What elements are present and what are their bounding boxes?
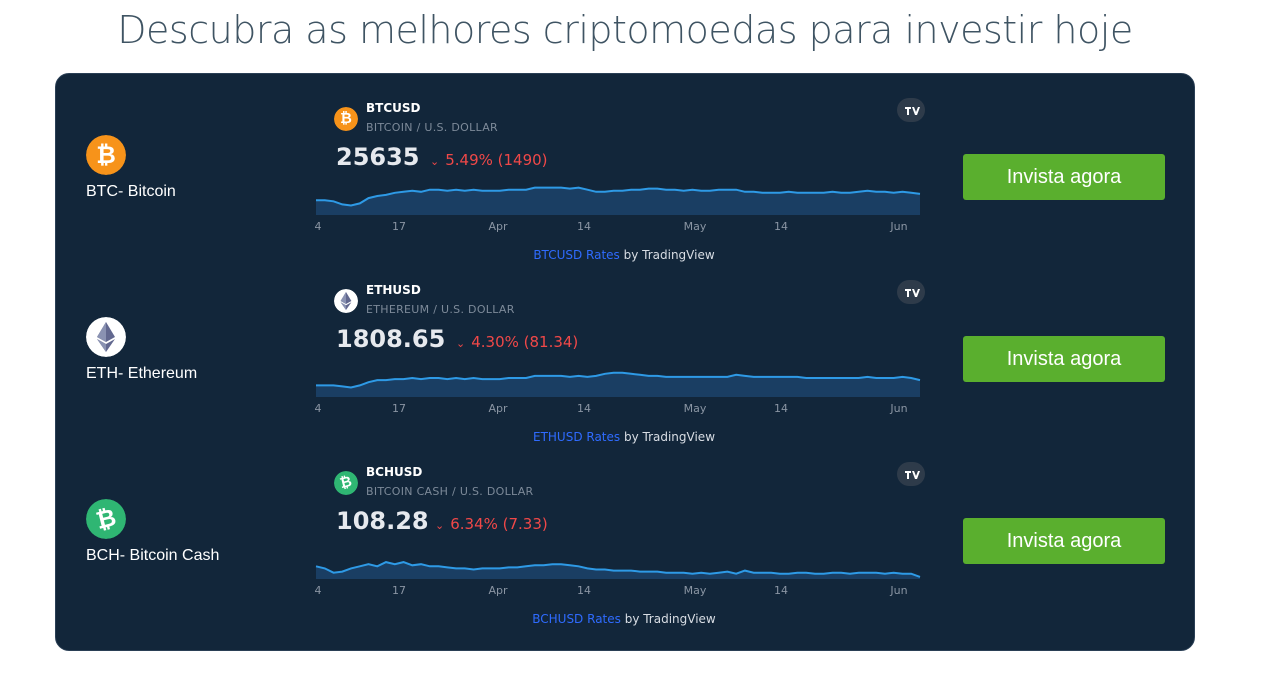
x-tick-label: 17 — [392, 220, 406, 233]
widget-change-value: 6.34% (7.33) — [450, 515, 548, 533]
widget-symbol: BTCUSD — [366, 101, 421, 115]
sparkline-area — [316, 562, 920, 579]
x-axis: 4 17 Apr 14 May 14 Jun — [314, 402, 934, 416]
x-tick-label: 17 — [392, 584, 406, 597]
x-tick-label: May — [683, 584, 707, 597]
widget-price: 1808.65 — [336, 325, 446, 353]
credit-by: by TradingView — [619, 248, 715, 262]
x-tick-label: Jun — [890, 220, 908, 233]
widget-credit: ETHUSD Rates by TradingView — [314, 430, 934, 444]
widget-credit: BTCUSD Rates by TradingView — [314, 248, 934, 262]
x-axis: 4 17 Apr 14 May 14 Jun — [314, 220, 934, 234]
crypto-row: ₿ BTC- Bitcoin ₿ BTCUSD BITCOIN / U.S. D… — [56, 75, 1196, 262]
widget-description: BITCOIN / U.S. DOLLAR — [366, 121, 499, 134]
widget-change: ⌄ 4.30% (81.34) — [456, 333, 578, 351]
crypto-row: ETH- Ethereum ETHUSD ETHEREUM / U.S. DOL… — [56, 257, 1196, 444]
sparkline-chart — [316, 371, 921, 397]
sparkline-chart — [316, 186, 921, 215]
tradingview-logo-icon[interactable] — [897, 280, 925, 304]
x-tick-label: 17 — [392, 402, 406, 415]
coin-name: BCH- Bitcoin Cash — [86, 547, 220, 564]
tradingview-widget[interactable]: ETHUSD ETHEREUM / U.S. DOLLAR 1808.65 ⌄ 4… — [314, 257, 934, 444]
x-tick-label: 4 — [314, 220, 322, 233]
sparkline-area — [316, 372, 920, 397]
invest-now-button[interactable]: Invista agora — [963, 154, 1165, 200]
tradingview-logo-icon[interactable] — [897, 98, 925, 122]
tradingview-widget[interactable]: ₿ BTCUSD BITCOIN / U.S. DOLLAR 25635 ⌄ 5.… — [314, 75, 934, 262]
bitcoin-cash-icon: ₿ — [334, 471, 358, 495]
x-tick-label: Jun — [890, 584, 908, 597]
sparkline-line — [316, 186, 921, 207]
x-tick-label: May — [683, 402, 707, 415]
invest-now-button[interactable]: Invista agora — [963, 518, 1165, 564]
sparkline-area — [316, 187, 920, 215]
page-title: Descubra as melhores criptomoedas para i… — [117, 8, 1133, 52]
rates-link[interactable]: ETHUSD Rates — [532, 430, 621, 444]
widget-symbol: BCHUSD — [366, 465, 423, 479]
bitcoin-cash-icon: ₿ — [86, 499, 126, 539]
ethereum-icon — [86, 317, 126, 357]
bitcoin-icon: ₿ — [334, 107, 358, 131]
sparkline-chart — [315, 561, 921, 579]
widget-change: ⌄ 5.49% (1490) — [430, 151, 548, 169]
chevron-down-icon: ⌄ — [430, 155, 440, 168]
chevron-down-icon: ⌄ — [435, 519, 445, 532]
x-tick-label: Jun — [890, 402, 908, 415]
x-tick-label: 14 — [774, 584, 788, 597]
svg-text:₿: ₿ — [96, 141, 116, 169]
widget-price: 25635 — [336, 143, 420, 171]
rates-link[interactable]: BTCUSD Rates — [533, 248, 620, 262]
x-tick-label: Apr — [488, 402, 508, 415]
coin-info: ETH- Ethereum — [86, 317, 197, 382]
widget-price: 108.28 — [336, 507, 429, 535]
coin-name: ETH- Ethereum — [86, 365, 198, 382]
crypto-panel: ₿ BTC- Bitcoin ₿ BTCUSD BITCOIN / U.S. D… — [55, 73, 1195, 651]
tradingview-logo-icon[interactable] — [897, 462, 925, 486]
x-tick-label: 4 — [314, 584, 322, 597]
widget-description: ETHEREUM / U.S. DOLLAR — [366, 303, 515, 316]
widget-credit: BCHUSD Rates by TradingView — [314, 612, 934, 626]
credit-by: by TradingView — [620, 430, 716, 444]
credit-by: by TradingView — [620, 612, 716, 626]
chevron-down-icon: ⌄ — [456, 337, 466, 350]
x-tick-label: Apr — [488, 220, 508, 233]
svg-text:₿: ₿ — [340, 111, 352, 127]
sparkline-line — [316, 371, 921, 389]
x-tick-label: 14 — [577, 402, 591, 415]
x-tick-label: 14 — [577, 584, 591, 597]
invest-now-button[interactable]: Invista agora — [963, 336, 1165, 382]
x-tick-label: 4 — [314, 402, 322, 415]
x-axis: 4 17 Apr 14 May 14 Jun — [314, 584, 934, 598]
x-tick-label: 14 — [577, 220, 591, 233]
ethereum-icon — [334, 289, 358, 313]
tradingview-widget[interactable]: ₿ BCHUSD BITCOIN CASH / U.S. DOLLAR 108.… — [314, 439, 934, 626]
crypto-row: ₿ BCH- Bitcoin Cash ₿ BCHUSD BITCOIN CAS… — [56, 439, 1196, 626]
x-tick-label: May — [683, 220, 707, 233]
widget-symbol: ETHUSD — [366, 283, 421, 297]
bitcoin-icon: ₿ — [86, 135, 126, 175]
coin-name: BTC- Bitcoin — [86, 183, 176, 200]
widget-description: BITCOIN CASH / U.S. DOLLAR — [366, 485, 534, 498]
rates-link[interactable]: BCHUSD Rates — [532, 612, 621, 626]
coin-info: ₿ BTC- Bitcoin — [86, 135, 176, 200]
x-tick-label: 14 — [774, 402, 788, 415]
svg-text:₿: ₿ — [338, 474, 354, 492]
x-tick-label: Apr — [488, 584, 508, 597]
coin-info: ₿ BCH- Bitcoin Cash — [86, 499, 219, 564]
sparkline-line — [315, 561, 921, 578]
widget-change-value: 4.30% (81.34) — [471, 333, 579, 351]
widget-change: ⌄ 6.34% (7.33) — [435, 515, 548, 533]
widget-change-value: 5.49% (1490) — [445, 151, 548, 169]
x-tick-label: 14 — [774, 220, 788, 233]
